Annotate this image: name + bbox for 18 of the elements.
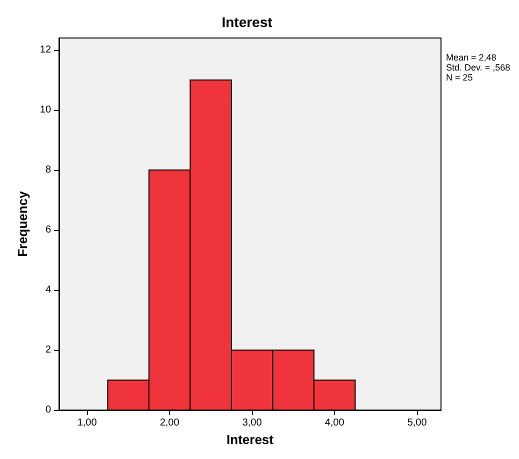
x-tick-label: 2,00 [160,418,180,429]
text: N = 25 [446,72,473,82]
x-axis-title: Interest [226,432,274,447]
y-tick-label: 2 [45,344,52,356]
y-tick-label: 12 [40,44,52,56]
text: Mean = 2,48 [446,52,496,62]
y-tick-label: 0 [45,404,52,416]
x-tick-label: 4,00 [324,418,345,429]
chart-title: Interest [222,14,273,30]
text: Std. Dev. = ,568 [446,62,510,72]
x-tick-label: 1,00 [77,418,98,429]
x-tick-label: 5,00 [407,418,428,429]
y-tick-label: 4 [45,284,52,296]
x-tick-label: 3,00 [242,418,262,429]
y-tick-label: 6 [45,224,52,236]
y-axis-title: Frequency [15,190,30,257]
y-tick-label: 8 [45,164,52,176]
y-tick-label: 10 [40,104,52,116]
